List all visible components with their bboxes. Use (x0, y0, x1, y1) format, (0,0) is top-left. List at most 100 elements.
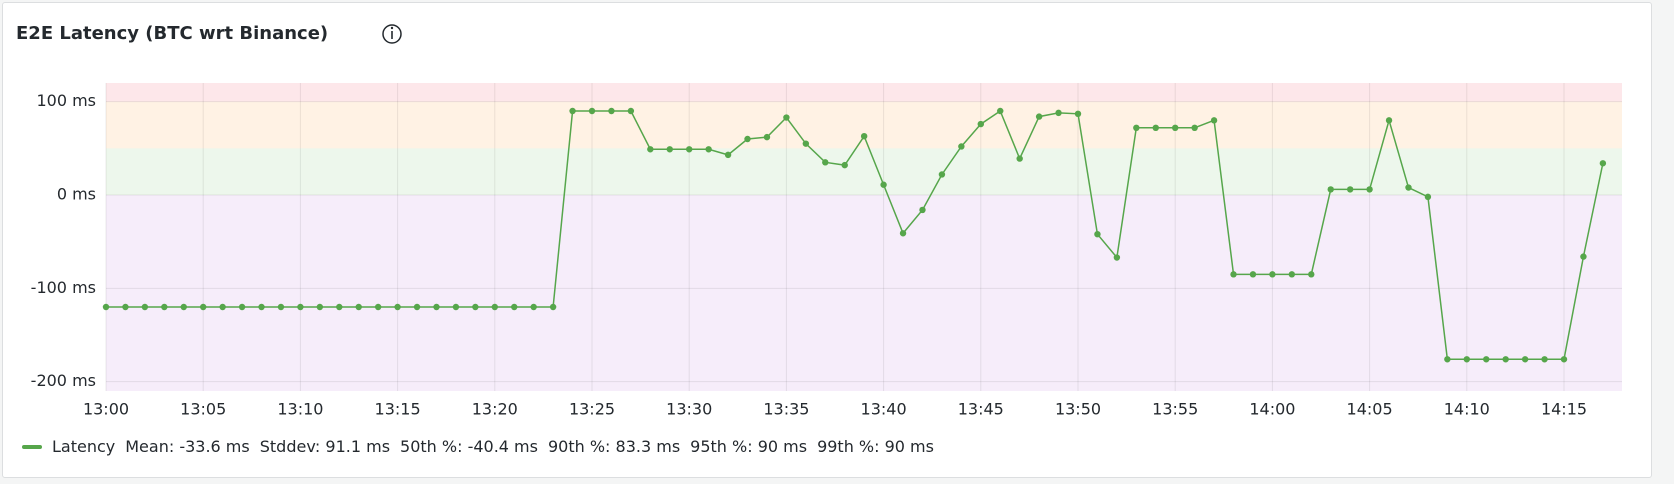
legend-stat: Stddev: 91.1 ms (259, 437, 391, 456)
legend-stat: 90th %: 83.3 ms (547, 437, 681, 456)
legend-stat: 99th %: 90 ms (817, 437, 934, 456)
data-point (433, 303, 440, 311)
data-point (724, 151, 732, 159)
data-point (608, 107, 615, 115)
y-tick-label: -100 ms (31, 278, 96, 297)
y-tick-label: -200 ms (31, 371, 96, 390)
data-point (1521, 356, 1529, 363)
data-point (647, 146, 654, 153)
data-point (122, 303, 129, 311)
data-point (822, 159, 829, 166)
data-point (802, 140, 810, 147)
data-point (258, 303, 265, 311)
threshold-band (106, 195, 1622, 391)
threshold-band (106, 83, 1622, 102)
data-point (1463, 356, 1471, 363)
data-point (472, 303, 479, 311)
series-line (106, 109, 1604, 361)
panel (2, 2, 1652, 478)
data-point (141, 303, 149, 311)
data-point (316, 303, 324, 311)
x-tick-label: 13:35 (763, 400, 809, 419)
x-tick-label: 13:55 (1152, 400, 1198, 419)
y-tick-label: 0 ms (57, 185, 96, 204)
data-point (1191, 124, 1198, 131)
data-point (763, 133, 771, 141)
data-point (1424, 193, 1432, 201)
data-point (744, 135, 751, 143)
data-point (1016, 155, 1023, 162)
data-point (938, 171, 946, 178)
threshold-band (106, 101, 1622, 149)
x-tick-label: 13:20 (472, 400, 518, 419)
data-point (627, 107, 635, 115)
x-tick-label: 13:10 (277, 400, 323, 419)
data-point (958, 143, 965, 150)
data-point (161, 303, 168, 311)
data-point (1035, 113, 1043, 120)
data-point (783, 114, 790, 121)
data-point (1405, 184, 1412, 191)
data-point (413, 303, 421, 311)
data-point (1502, 356, 1509, 363)
data-point (860, 133, 868, 140)
info-icon[interactable] (382, 24, 402, 44)
data-point (686, 146, 693, 153)
data-point (705, 146, 712, 153)
data-point (1113, 254, 1121, 261)
data-point (200, 303, 207, 311)
data-point (841, 161, 848, 169)
data-point (1074, 110, 1082, 118)
chart: E2E Latency (BTC wrt Binance) -200 ms -10… (16, 23, 1622, 419)
data-point (277, 303, 285, 311)
data-point (530, 303, 537, 311)
data-point (1599, 160, 1607, 167)
data-point (1580, 253, 1587, 260)
x-tick-label: 13:30 (666, 400, 712, 419)
x-tick-label: 14:00 (1249, 400, 1295, 419)
data-point (977, 120, 984, 128)
data-point (1346, 186, 1354, 193)
data-point (1385, 117, 1393, 124)
data-point (569, 107, 576, 115)
data-point (511, 303, 518, 311)
data-point (355, 303, 362, 311)
data-point (1249, 271, 1257, 278)
data-point (452, 303, 460, 311)
data-point (1541, 356, 1548, 363)
threshold-band (106, 148, 1622, 195)
legend-label[interactable]: Latency (52, 437, 116, 456)
data-point (919, 206, 926, 214)
x-tick-label: 13:50 (1055, 400, 1101, 419)
x-tick-label: 13:05 (180, 400, 226, 419)
x-tick-label: 13:15 (375, 400, 421, 419)
data-point (588, 107, 596, 115)
data-point (374, 303, 382, 311)
x-tick-label: 13:25 (569, 400, 615, 419)
data-point (102, 303, 110, 311)
data-point (1327, 186, 1334, 193)
x-tick-label: 14:10 (1444, 400, 1490, 419)
x-tick-label: 13:00 (83, 400, 129, 419)
data-point (1230, 271, 1237, 278)
legend-swatch (22, 444, 42, 449)
data-point (491, 303, 498, 311)
data-point (1210, 117, 1218, 124)
legend: Latency Mean: -33.6 ms Stddev: 91.1 ms 50th… (22, 437, 934, 456)
data-point (1133, 124, 1140, 131)
data-point (880, 181, 887, 188)
data-point (1094, 231, 1101, 238)
legend-stat: Mean: -33.6 ms (125, 437, 250, 456)
data-point (1269, 271, 1276, 278)
x-tick-label: 13:45 (958, 400, 1004, 419)
data-point (1055, 109, 1062, 117)
data-point (394, 303, 401, 311)
x-tick-label: 14:05 (1347, 400, 1393, 419)
data-point (297, 303, 304, 311)
x-tick-label: 14:15 (1541, 400, 1587, 419)
data-point (1444, 356, 1451, 363)
data-point (997, 107, 1004, 115)
data-point (336, 303, 343, 311)
data-point (899, 230, 907, 237)
data-point (666, 146, 673, 153)
